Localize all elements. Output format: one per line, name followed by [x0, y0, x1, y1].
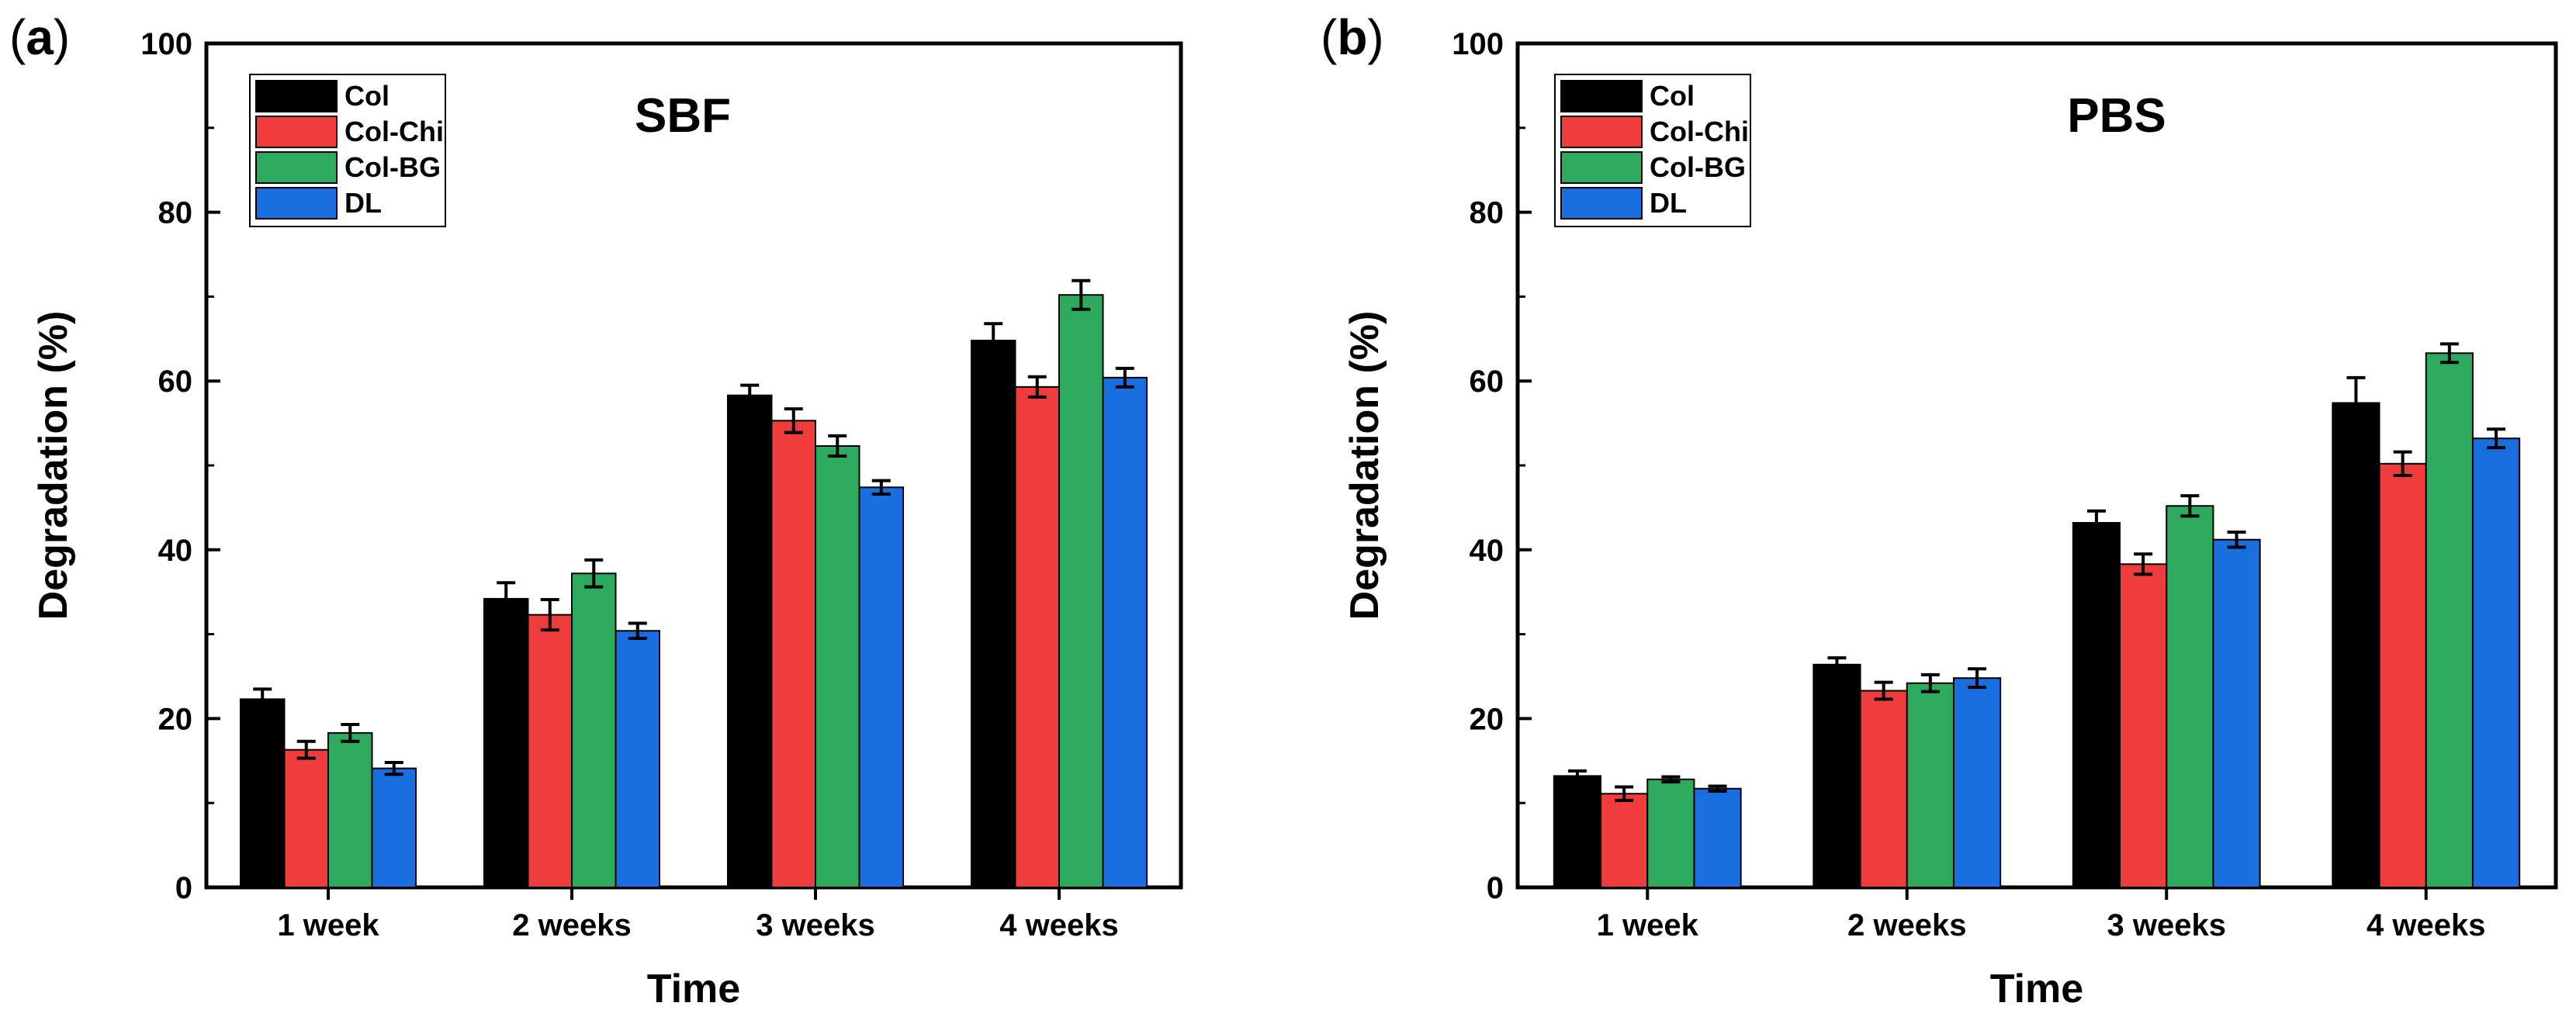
bar-col-1 [1553, 775, 1602, 888]
bar-dl-1 [1693, 787, 1742, 888]
bar-col-2 [483, 597, 529, 888]
bar-dl-1 [371, 767, 417, 888]
legend-swatch-col-bg [255, 151, 338, 184]
legend-swatch-col [255, 80, 338, 112]
bar-col-chi-2 [527, 614, 573, 888]
chart-panel-b: (b) 0 20 40 60 80 100 1 week 2 weeks 3 weeks 4 wee… [1321, 9, 2558, 1011]
panel-label: (b) [1321, 9, 1384, 65]
y-tick-label: 0 [1487, 871, 1504, 905]
bar-col-bg-4 [2425, 352, 2474, 888]
panel-letter: a [26, 9, 54, 65]
bar-col-chi-4 [1014, 386, 1060, 889]
legend-label: DL [1650, 187, 1687, 219]
legend-label: Col [1650, 80, 1695, 112]
legend: Col Col-Chi Col-BG DL [1554, 74, 1751, 227]
bar-col-chi-3 [2119, 563, 2168, 889]
x-axis-label: Time [647, 966, 740, 1011]
bar-col-bg-2 [571, 572, 617, 888]
legend-swatch-col-chi [255, 116, 338, 148]
bar-col-2 [1813, 663, 1861, 888]
bar-dl-3 [858, 486, 905, 888]
y-tick-label: 60 [1470, 365, 1504, 399]
bar-col-3 [2072, 521, 2121, 888]
bar-col-bg-3 [2166, 505, 2214, 888]
legend-swatch-col [1560, 80, 1643, 112]
x-tick-label: 1 week [1597, 908, 1699, 942]
bar-col-chi-1 [1600, 793, 1649, 888]
bar-col-chi-1 [283, 749, 330, 888]
bar-col-chi-4 [2378, 462, 2427, 888]
y-axis-label: Degradation (%) [1342, 311, 1387, 621]
legend-label: Col-Chi [345, 116, 444, 147]
y-tick-label: 60 [158, 365, 193, 399]
bar-col-4 [970, 339, 1016, 888]
y-tick-label: 40 [158, 534, 193, 568]
bar-dl-3 [2212, 538, 2261, 889]
x-axis-label: Time [1990, 966, 2083, 1011]
bar-dl-4 [1102, 376, 1148, 888]
legend-label: Col-BG [345, 151, 441, 183]
bar-dl-2 [615, 630, 661, 888]
panel-letter: b [1337, 9, 1367, 65]
legend-label: Col-BG [1650, 151, 1746, 183]
y-tick-label: 100 [1452, 27, 1504, 61]
bar-col-4 [2332, 402, 2380, 888]
x-tick-label: 3 weeks [756, 908, 874, 942]
bar-col-bg-1 [1646, 778, 1695, 889]
legend-label: Col-Chi [1650, 116, 1749, 147]
bar-col-bg-1 [327, 731, 373, 888]
y-tick-label: 20 [158, 702, 193, 736]
bar-col-chi-2 [1859, 690, 1908, 888]
bar-col-1 [239, 698, 286, 888]
y-tick-label: 80 [1470, 196, 1504, 230]
panel-label: (a) [9, 9, 70, 65]
y-tick-label: 20 [1470, 702, 1504, 736]
legend-label: Col [345, 80, 390, 112]
legend-swatch-col-bg [1560, 151, 1643, 184]
bar-col-bg-2 [1906, 682, 1955, 888]
bar-dl-4 [2471, 437, 2521, 888]
x-tick-label: 2 weeks [512, 908, 631, 942]
y-tick-label: 80 [158, 196, 193, 230]
bar-col-bg-4 [1058, 294, 1104, 888]
bar-col-bg-3 [815, 444, 860, 888]
bar-col-3 [726, 394, 773, 889]
bar-dl-2 [1952, 677, 2002, 889]
legend: Col Col-Chi Col-BG DL [249, 74, 446, 227]
legend-swatch-dl [1560, 187, 1643, 220]
y-tick-label: 0 [175, 871, 192, 905]
bar-col-chi-3 [770, 420, 816, 888]
legend-swatch-dl [255, 187, 338, 220]
y-tick-label: 40 [1470, 534, 1504, 568]
x-tick-label: 4 weeks [999, 908, 1118, 942]
legend-swatch-col-chi [1560, 116, 1643, 148]
y-tick-label: 100 [140, 27, 192, 61]
y-axis-label: Degradation (%) [31, 311, 76, 621]
chart-title: PBS [2067, 89, 2166, 143]
x-tick-label: 1 week [277, 908, 379, 942]
x-tick-label: 2 weeks [1847, 908, 1966, 942]
x-tick-label: 3 weeks [2107, 908, 2226, 942]
chart-panel-a: (a) 0 20 40 60 80 100 1 week 2 weeks 3 weeks 4 wee… [9, 9, 1183, 1011]
legend-label: DL [345, 187, 382, 219]
x-tick-label: 4 weeks [2367, 908, 2485, 942]
chart-title: SBF [635, 89, 731, 143]
